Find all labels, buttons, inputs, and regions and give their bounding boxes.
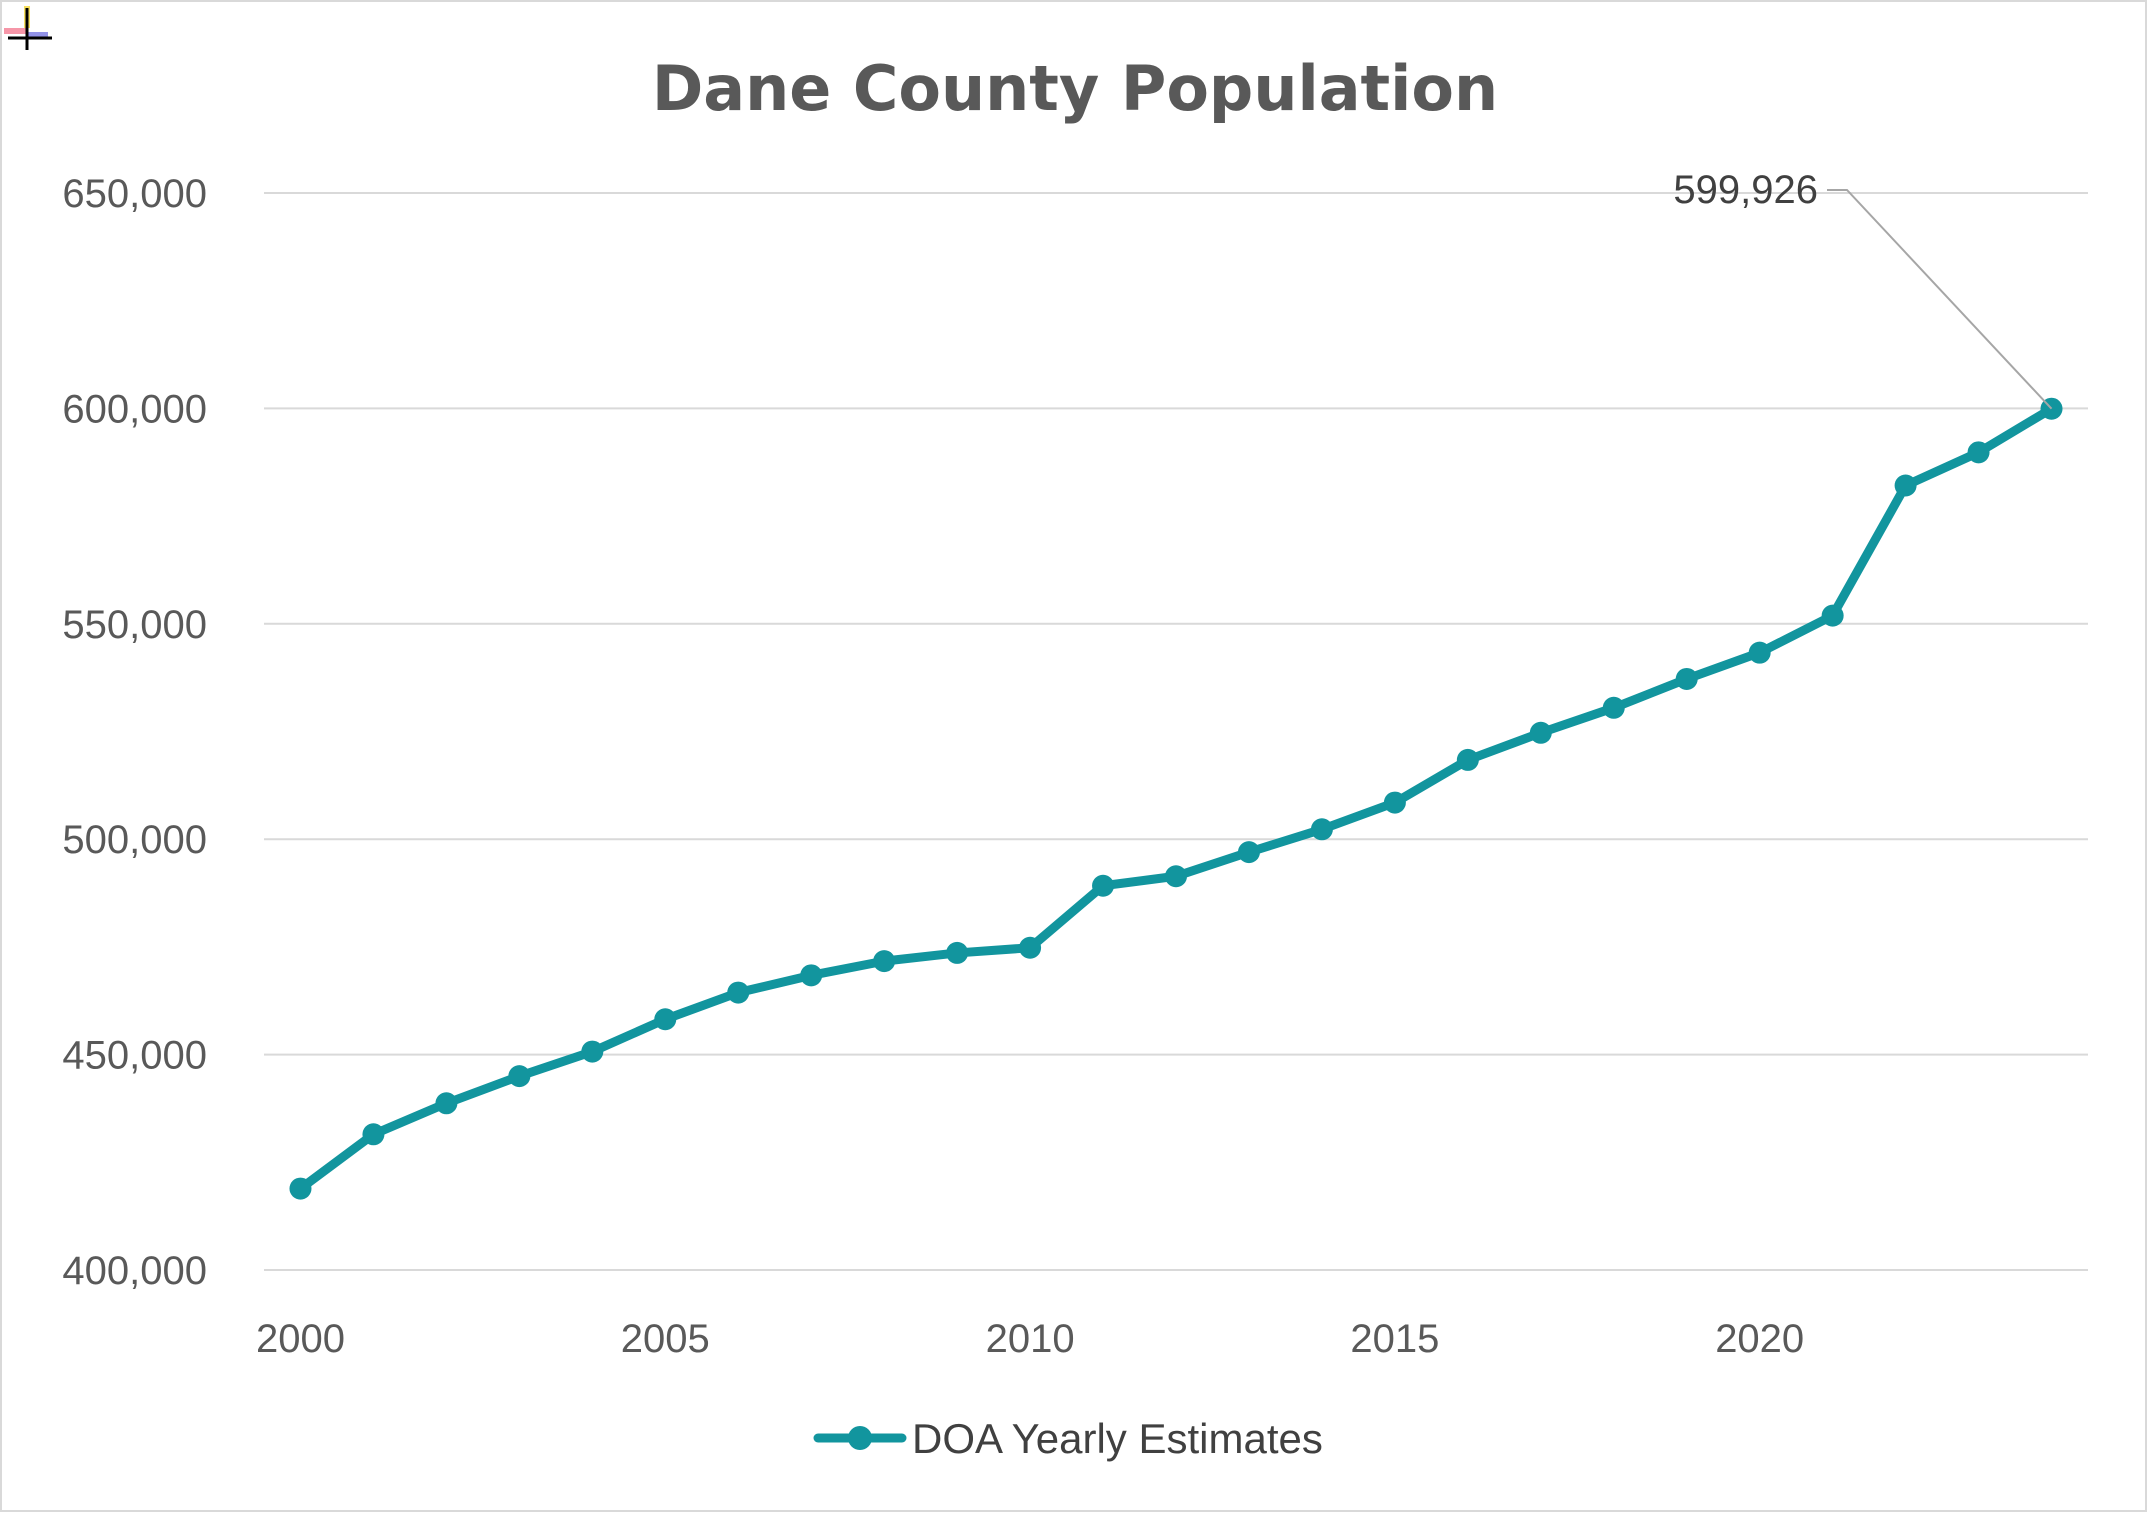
data-point	[1821, 604, 1844, 627]
annotation-label: 599,926	[1673, 168, 1818, 212]
data-point	[1310, 818, 1333, 841]
crosshair-cursor-icon	[4, 6, 52, 50]
data-point	[1748, 641, 1771, 664]
data-point	[873, 950, 896, 973]
data-point	[654, 1008, 677, 1031]
data-point	[1894, 474, 1917, 497]
data-point	[508, 1065, 531, 1088]
chart-title: Dane County Population	[652, 52, 1498, 125]
series-group	[289, 397, 2063, 1200]
data-point	[1675, 667, 1698, 690]
data-point	[435, 1092, 458, 1115]
x-tick-label: 2005	[621, 1317, 710, 1361]
data-point	[362, 1123, 385, 1146]
y-tick-label: 500,000	[62, 818, 207, 862]
x-tick-label: 2010	[986, 1317, 1075, 1361]
data-point	[1237, 841, 1260, 864]
data-point	[1383, 791, 1406, 814]
legend-label: DOA Yearly Estimates	[912, 1415, 1323, 1462]
data-point	[581, 1040, 604, 1063]
data-point	[1529, 721, 1552, 744]
series-line	[295, 404, 2057, 1194]
x-tick-label: 2015	[1350, 1317, 1439, 1361]
y-tick-label: 600,000	[62, 387, 207, 431]
data-point	[727, 981, 750, 1004]
y-tick-label: 450,000	[62, 1034, 207, 1078]
gridlines	[264, 192, 2088, 1271]
x-tick-label: 2020	[1715, 1317, 1804, 1361]
x-axis-tick-labels: 2000 2005 2010 2015 2020	[256, 1317, 1804, 1361]
y-tick-label: 400,000	[62, 1249, 207, 1293]
legend-marker	[848, 1426, 872, 1450]
annotation-leader-line	[1827, 189, 2053, 410]
annotation-group: 599,926	[1673, 168, 2053, 410]
data-point	[946, 941, 969, 964]
data-point	[1019, 936, 1042, 959]
data-point	[1456, 748, 1479, 771]
data-point	[1967, 441, 1990, 464]
y-tick-label: 650,000	[62, 172, 207, 216]
data-point	[1602, 696, 1625, 719]
data-point	[800, 964, 823, 987]
data-point	[1092, 874, 1115, 897]
data-point	[1165, 865, 1187, 888]
x-tick-label: 2000	[256, 1317, 345, 1361]
legend: DOA Yearly Estimates	[813, 1415, 1323, 1462]
data-point	[289, 1177, 312, 1200]
y-tick-label: 550,000	[62, 603, 207, 647]
y-axis-tick-labels: 400,000 450,000 500,000 550,000 600,000 650,0…	[62, 172, 207, 1293]
